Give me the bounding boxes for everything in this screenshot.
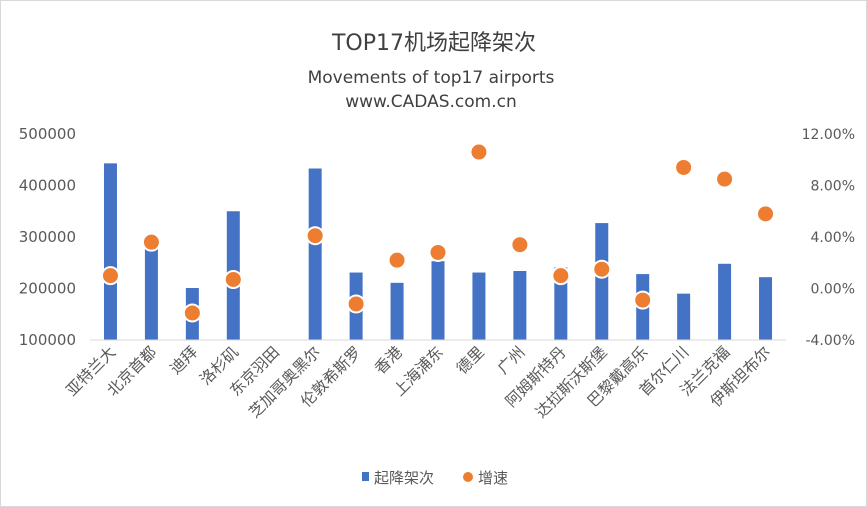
scatter-point (100, 266, 120, 286)
scatter-point (428, 242, 448, 262)
left-tick-label: 500000 (19, 125, 76, 143)
right-tick-label: 0.00% (811, 282, 855, 298)
legend-label-dot: 增速 (478, 469, 508, 487)
legend-label-bar: 起降架次 (374, 469, 434, 487)
scatter-point (756, 204, 776, 224)
chart-subtitle: Movements of top17 airports (308, 68, 555, 88)
bar (103, 163, 117, 340)
left-tick-label: 300000 (19, 228, 76, 246)
legend: 起降架次 增速 (362, 469, 508, 487)
bar (144, 242, 158, 340)
scatter-point (592, 259, 612, 279)
bar (472, 272, 486, 340)
right-tick-label: 4.00% (811, 230, 855, 246)
bar (759, 277, 773, 340)
scatter-point (551, 266, 571, 286)
right-tick-label: 8.00% (811, 179, 855, 195)
scatter-point (469, 142, 489, 162)
bar (390, 282, 404, 340)
legend-swatch-dot (463, 472, 473, 482)
chart-source: www.CADAS.com.cn (345, 92, 517, 112)
right-tick-label: 12.00% (802, 127, 855, 143)
right-tick-label: -4.00% (805, 333, 855, 349)
bar (513, 270, 527, 340)
scatter-point (141, 232, 161, 252)
scatter-point (674, 157, 694, 177)
left-axis-ticks: 100000 200000 300000 400000 500000 (19, 125, 76, 349)
scatter-point (633, 290, 653, 310)
scatter-series (100, 142, 776, 323)
scatter-point (387, 250, 407, 270)
bar (308, 168, 322, 340)
right-axis-ticks: -4.00% 0.00% 4.00% 8.00% 12.00% (802, 127, 855, 349)
category-label: 迪拜 (167, 343, 202, 378)
left-tick-label: 400000 (19, 177, 76, 195)
bar (431, 261, 445, 340)
bar (595, 223, 609, 340)
scatter-point (305, 226, 325, 246)
category-label: 广州 (494, 343, 529, 378)
category-label: 德里 (453, 343, 488, 378)
category-label: 香港 (371, 343, 406, 378)
left-tick-label: 200000 (19, 280, 76, 298)
bar (554, 267, 568, 340)
scatter-point (223, 269, 243, 289)
scatter-point (346, 294, 366, 314)
bar (718, 263, 732, 340)
scatter-point (510, 235, 530, 255)
left-tick-label: 100000 (19, 331, 76, 349)
bar (677, 293, 691, 340)
legend-swatch-bar (362, 472, 369, 481)
chart-title: TOP17机场起降架次 (331, 31, 536, 56)
scatter-point (182, 303, 202, 323)
scatter-point (715, 169, 735, 189)
